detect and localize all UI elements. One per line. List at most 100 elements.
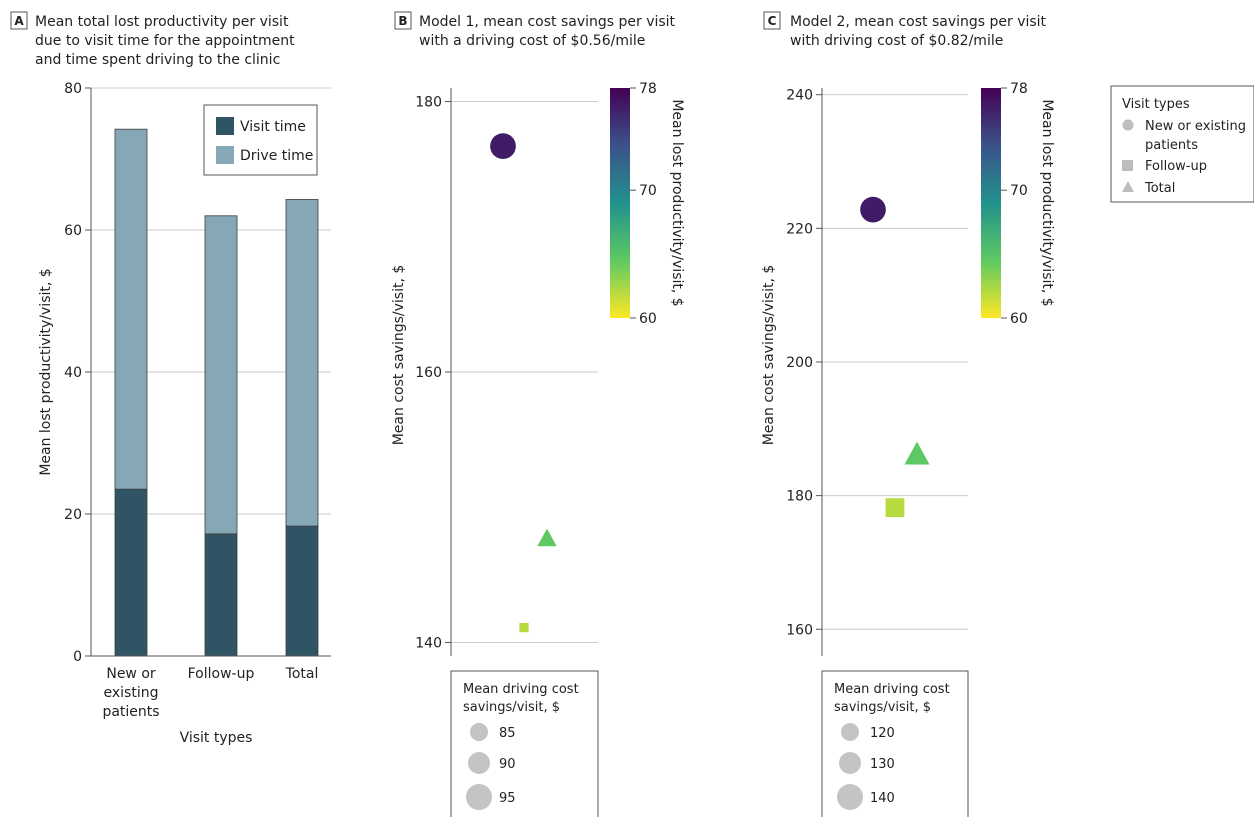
- panel-a-y-tick-label: 60: [64, 223, 82, 239]
- visit-type-label-total: Total: [1144, 181, 1175, 196]
- panel-c-size-swatch-2: [839, 752, 861, 774]
- panel-b-colorbar-tick-label: 60: [639, 311, 657, 327]
- visit-types-legend: Visit types New or existing patients Fol…: [1110, 85, 1254, 203]
- panel-a-title-line-2: due to visit time for the appointment: [35, 33, 295, 49]
- panel-b-size-value-1: 85: [499, 726, 516, 741]
- panel-a-y-tick-label: 0: [73, 649, 82, 665]
- panel-b-y-tick-label: 180: [415, 95, 442, 111]
- panel-a-x-category-label: patients: [102, 704, 159, 720]
- visit-types-legend-box: [1110, 85, 1254, 203]
- panel-c-points: [860, 196, 930, 518]
- panel-c-letter: C: [768, 14, 777, 28]
- panel-a-chart: 0 20 40 60 80 New or existing patients Follow-u…: [38, 81, 331, 746]
- panel-b-size-value-2: 90: [499, 757, 516, 772]
- panel-b-colorbar-tick-label: 78: [639, 81, 657, 97]
- panel-c-header: C Model 2, mean cost savings per visit w…: [763, 11, 1047, 49]
- panel-a-x-category-label: Follow-up: [188, 666, 255, 682]
- panel-a-badge: [10, 11, 28, 30]
- point-new-or-existing-patients: [490, 133, 516, 160]
- panel-b-colorbar-label: Mean lost productivity/visit, $: [669, 99, 685, 306]
- panel-a-header: A Mean total lost productivity per visit…: [10, 11, 295, 68]
- visit-types-legend-title: Visit types: [1122, 97, 1190, 112]
- panel-c-colorbar-ticks: 60 70 78: [1001, 81, 1028, 327]
- bar-drive-time: [285, 199, 319, 527]
- visit-type-label-new-line-2: patients: [1145, 138, 1198, 153]
- panel-b-size-legend-title-1: Mean driving cost: [463, 682, 579, 697]
- bar-visit-time: [285, 525, 319, 657]
- legend-label-drive-time: Drive time: [240, 148, 313, 164]
- panel-b-title-line-1: Model 1, mean cost savings per visit: [419, 14, 676, 30]
- panel-c-y-ticks: 160 180 200 220 240: [786, 88, 822, 638]
- bar-drive-time: [204, 215, 238, 535]
- panel-b-gridlines: [451, 101, 598, 643]
- panel-b-letter: B: [398, 14, 407, 28]
- legend-label-visit-time: Visit time: [240, 119, 306, 135]
- legend-swatch-drive-time: [216, 146, 234, 164]
- panel-c-gridlines: [822, 94, 968, 630]
- panel-c-size-value-2: 130: [870, 757, 895, 772]
- visit-type-label-follow-up: Follow-up: [1145, 159, 1207, 174]
- bar-visit-time: [114, 488, 148, 657]
- panel-c-colorbar: 60 70 78 Mean lost productivity/visit, $: [981, 81, 1055, 327]
- point-total: [537, 528, 557, 547]
- panel-b-y-tick-label: 160: [415, 365, 442, 381]
- panel-b-colorbar-gradient: [610, 88, 630, 318]
- panel-a-y-tick-label: 40: [64, 365, 82, 381]
- panel-c-size-value-3: 140: [870, 791, 895, 806]
- panel-b-colorbar-tick-label: 70: [639, 183, 657, 199]
- bar-visit-time: [204, 533, 238, 657]
- panel-b-size-legend-title-2: savings/visit, $: [463, 700, 560, 715]
- panel-c-colorbar-tick-label: 70: [1010, 183, 1028, 199]
- panel-c-y-tick-label: 200: [786, 355, 813, 371]
- panel-a-y-axis-label: Mean lost productivity/visit, $: [38, 268, 54, 475]
- panel-b-colorbar: 60 70 78 Mean lost productivity/visit, $: [610, 81, 685, 327]
- panel-c-title-line-1: Model 2, mean cost savings per visit: [790, 14, 1047, 30]
- panel-b-badge: [394, 11, 412, 30]
- panel-b-y-axis-label: Mean cost savings/visit, $: [391, 265, 407, 446]
- panel-b-size-legend-box: [450, 670, 599, 817]
- panel-c-colorbar-gradient: [981, 88, 1001, 318]
- panel-c-size-swatch-3: [837, 784, 863, 810]
- bar-drive-time: [114, 128, 148, 490]
- panel-a-x-category-label: New or: [106, 666, 156, 682]
- panel-b-size-swatch-3: [466, 784, 492, 810]
- panel-b-header: B Model 1, mean cost savings per visit w…: [394, 11, 676, 49]
- point-new-or-existing-patients: [860, 196, 886, 223]
- point-total: [904, 441, 930, 465]
- panel-a-x-category-label: existing: [104, 685, 159, 701]
- panel-a-title-line-1: Mean total lost productivity per visit: [35, 14, 289, 30]
- panel-a-x-axis-label: Visit types: [180, 730, 253, 746]
- panel-b-size-value-3: 95: [499, 791, 516, 806]
- panel-a-title-line-3: and time spent driving to the clinic: [35, 52, 280, 68]
- visit-type-triangle-marker: [1122, 181, 1134, 192]
- panel-b-colorbar-ticks: 60 70 78: [630, 81, 657, 327]
- panel-a-y-ticks: 0 20 40 60 80: [64, 81, 91, 665]
- panel-c-y-axis-label: Mean cost savings/visit, $: [761, 265, 777, 446]
- panel-c-y-tick-label: 220: [786, 221, 813, 237]
- legend-swatch-visit-time: [216, 117, 234, 135]
- panel-c-badge: [763, 11, 781, 30]
- panel-a-y-tick-label: 80: [64, 81, 82, 97]
- panel-c-size-legend: Mean driving cost savings/visit, $ 120 1…: [821, 670, 969, 817]
- visit-type-label-new-line-1: New or existing: [1145, 119, 1246, 134]
- panel-a-x-category-label: Total: [285, 666, 319, 682]
- panel-c-y-tick-label: 240: [786, 88, 813, 104]
- point-follow-up: [885, 498, 905, 518]
- panel-c-chart: 160 180 200 220 240 Mean cost savings/visit,…: [761, 81, 1055, 817]
- panel-c-y-tick-label: 180: [786, 489, 813, 505]
- panel-c-size-legend-title-1: Mean driving cost: [834, 682, 950, 697]
- panel-c-size-legend-title-2: savings/visit, $: [834, 700, 931, 715]
- panel-a-legend-box: [203, 104, 318, 176]
- panel-a-legend: Visit time Drive time: [203, 104, 318, 176]
- panel-a-x-categories: New or existing patients Follow-up Total: [102, 666, 318, 720]
- panel-b-size-legend: Mean driving cost savings/visit, $ 85 90…: [450, 670, 599, 817]
- panel-b-size-swatch-2: [468, 752, 490, 774]
- panel-c-colorbar-tick-label: 60: [1010, 311, 1028, 327]
- panel-c-y-tick-label: 160: [786, 622, 813, 638]
- visit-type-square-marker: [1122, 160, 1133, 171]
- panel-c-size-swatch-1: [841, 723, 859, 741]
- panel-a-y-tick-label: 20: [64, 507, 82, 523]
- panel-b-y-ticks: 140 160 180: [415, 95, 451, 651]
- panel-b-y-tick-label: 140: [415, 635, 442, 651]
